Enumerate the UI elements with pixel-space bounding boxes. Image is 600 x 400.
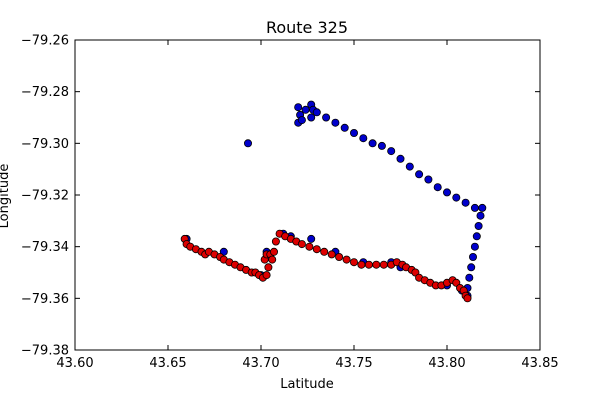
red-data-point: [349, 258, 358, 267]
y-axis-label: Longitude: [0, 164, 12, 229]
blue-data-point: [359, 134, 368, 143]
blue-data-point: [294, 103, 303, 112]
red-data-point: [271, 237, 280, 246]
red-data-point: [312, 245, 321, 254]
red-data-point: [364, 260, 373, 269]
x-tick-label: 43.60: [56, 356, 93, 371]
x-tick-label: 43.70: [242, 356, 279, 371]
blue-data-point: [301, 105, 310, 114]
y-tick-label: −79.36: [21, 292, 69, 307]
red-data-point: [463, 294, 472, 303]
red-data-point: [372, 260, 381, 269]
red-data-point: [268, 255, 277, 264]
blue-data-point: [368, 139, 377, 148]
blue-data-point: [472, 232, 481, 241]
chart-title: Route 325: [266, 18, 348, 37]
blue-data-point: [474, 221, 483, 230]
blue-data-point: [424, 175, 433, 184]
red-data-point: [342, 255, 351, 264]
blue-data-point: [349, 128, 358, 137]
x-tick-label: 43.65: [149, 356, 186, 371]
data-points: [180, 100, 487, 303]
blue-data-point: [476, 211, 485, 220]
y-tick-label: −79.26: [21, 34, 69, 49]
blue-data-point: [243, 139, 252, 148]
blue-data-point: [387, 147, 396, 156]
red-data-point: [327, 250, 336, 259]
blue-data-point: [470, 242, 479, 251]
x-axis-label: Latitude: [280, 377, 334, 392]
blue-data-point: [467, 263, 476, 272]
y-tick-label: −79.30: [21, 137, 69, 152]
red-data-point: [305, 242, 314, 251]
blue-data-point: [340, 123, 349, 132]
blue-data-point: [307, 234, 316, 243]
red-data-point: [269, 247, 278, 256]
blue-data-point: [322, 113, 331, 122]
blue-data-point: [452, 193, 461, 202]
blue-data-point: [331, 118, 340, 127]
blue-data-point: [478, 203, 487, 212]
blue-data-point: [442, 188, 451, 197]
blue-data-point: [396, 154, 405, 163]
red-data-point: [379, 260, 388, 269]
x-tick-label: 43.80: [428, 356, 465, 371]
y-tick-label: −79.32: [21, 189, 69, 204]
blue-data-point: [433, 183, 442, 192]
blue-data-point: [377, 141, 386, 150]
blue-data-point: [405, 162, 414, 171]
plot-frame: [74, 39, 541, 351]
red-data-point: [262, 271, 271, 280]
blue-data-point: [461, 198, 470, 207]
axis-ticks: 43.60 43.65 43.70 43.75 43.80 43.85 −79.26 −79.…: [21, 34, 559, 372]
blue-data-point: [468, 252, 477, 261]
red-data-point: [320, 247, 329, 256]
x-tick-label: 43.85: [521, 356, 558, 371]
red-data-point: [357, 260, 366, 269]
blue-data-point: [415, 170, 424, 179]
red-data-point: [297, 240, 306, 249]
x-tick-label: 43.75: [335, 356, 372, 371]
blue-data-point: [470, 203, 479, 212]
red-data-point: [335, 252, 344, 261]
y-tick-label: −79.38: [21, 344, 69, 359]
blue-data-point: [307, 113, 316, 122]
blue-data-point: [312, 108, 321, 117]
y-tick-label: −79.28: [21, 85, 69, 100]
y-tick-label: −79.34: [21, 240, 69, 255]
red-data-point: [264, 263, 273, 272]
blue-data-point: [297, 116, 306, 125]
blue-data-point: [465, 273, 474, 282]
